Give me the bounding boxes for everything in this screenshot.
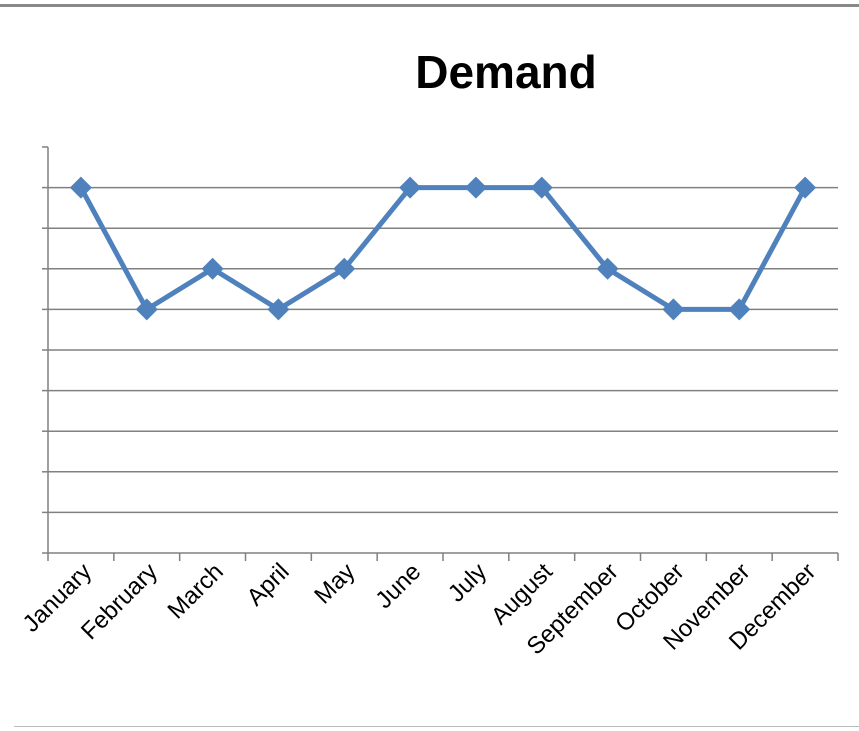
- gridlines: [48, 186, 838, 514]
- data-point-marker: [201, 257, 224, 280]
- x-tick-label: March: [163, 558, 229, 624]
- chart-title: Demand: [415, 46, 596, 98]
- data-point-marker: [135, 298, 158, 321]
- data-point-marker: [69, 176, 92, 199]
- data-point-marker: [333, 257, 356, 280]
- x-tick-label: May: [309, 558, 360, 609]
- data-point-marker: [794, 176, 817, 199]
- data-point-marker: [530, 176, 553, 199]
- x-tick-label: April: [242, 558, 295, 611]
- series-demand: [69, 176, 817, 321]
- top-border-rule: [0, 4, 859, 7]
- x-tick-label: July: [443, 558, 492, 607]
- data-point-marker: [596, 257, 619, 280]
- data-point-marker: [267, 298, 290, 321]
- axes: [42, 146, 839, 561]
- data-point-marker: [399, 176, 422, 199]
- data-point-marker: [662, 298, 685, 321]
- x-tick-label: June: [370, 558, 426, 614]
- data-point-marker: [464, 176, 487, 199]
- data-point-marker: [728, 298, 751, 321]
- series-line: [78, 185, 808, 312]
- bottom-border-rule: [14, 726, 859, 727]
